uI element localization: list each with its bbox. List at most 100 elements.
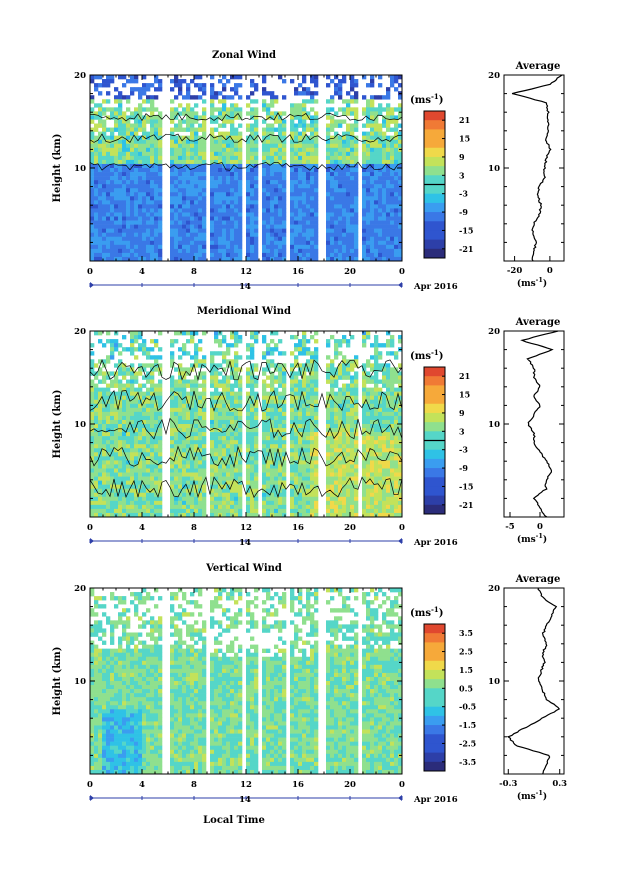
heatmap-cell [150, 115, 155, 120]
heatmap-cell [186, 399, 191, 405]
heatmap-cell [334, 452, 339, 457]
heatmap-cell [190, 204, 195, 209]
heatmap-cell [198, 256, 203, 262]
heatmap-cell [150, 432, 155, 437]
heatmap-cell [130, 419, 135, 425]
heatmap-cell [334, 432, 339, 437]
heatmap-cell [362, 424, 367, 429]
heatmap-cell [170, 359, 175, 364]
heatmap-cell [290, 440, 295, 445]
heatmap-cell [214, 391, 219, 396]
heatmap-cell [174, 107, 179, 112]
heatmap-cell [282, 159, 287, 165]
heatmap-cell [190, 220, 195, 225]
heatmap-cell [290, 212, 295, 217]
heatmap-cell [306, 351, 311, 356]
heatmap-cell [354, 232, 359, 238]
heatmap-cell [102, 224, 107, 229]
heatmap-cell [250, 432, 255, 437]
heatmap-cell [198, 232, 203, 238]
heatmap-cell [226, 176, 231, 181]
heatmap-cell [178, 216, 183, 221]
heatmap-cell [102, 375, 107, 380]
heatmap-cell [270, 244, 275, 250]
heatmap-cell [378, 159, 383, 165]
heatmap-cell [306, 123, 311, 128]
heatmap-cell [398, 244, 403, 250]
heatmap-cell [234, 343, 239, 348]
heatmap-cell [122, 411, 127, 417]
heatmap-cell [254, 212, 259, 217]
heatmap-cell [142, 151, 147, 157]
heatmap-cell [182, 256, 187, 262]
heatmap-cell [158, 184, 163, 189]
heatmap-cell [222, 236, 227, 242]
heatmap-cell [374, 216, 379, 221]
heatmap-cell [114, 192, 119, 197]
heatmap-cell [142, 351, 147, 356]
heatmap-cell [334, 411, 339, 417]
heatmap-cell [270, 139, 275, 145]
heatmap-cell [282, 468, 287, 473]
heatmap-cell [118, 472, 123, 477]
heatmap-cell [194, 103, 199, 108]
heatmap-cell [194, 192, 199, 197]
heatmap-cell [362, 184, 367, 189]
heatmap-cell [106, 208, 111, 213]
heatmap-cell [126, 200, 131, 205]
heatmap-cell [110, 172, 115, 177]
heatmap-cell [138, 444, 143, 449]
heatmap-cell [94, 224, 99, 229]
heatmap-cell [390, 460, 395, 465]
heatmap-cell [94, 452, 99, 457]
heatmap-cell [110, 436, 115, 441]
heatmap-cell [130, 448, 135, 453]
heatmap-cell [210, 220, 215, 225]
heatmap-cell [254, 407, 259, 413]
heatmap-cell [314, 359, 319, 364]
heatmap-cell [370, 208, 375, 213]
heatmap-cell [210, 224, 215, 229]
heatmap-cell [114, 232, 119, 238]
heatmap-cell [198, 359, 203, 364]
heatmap-cell [150, 395, 155, 401]
heatmap-cell [182, 139, 187, 145]
heatmap-cell [326, 143, 331, 149]
heatmap-cell [210, 452, 215, 457]
heatmap-cell [262, 87, 267, 92]
heatmap-cell [350, 236, 355, 242]
heatmap-cell [310, 192, 315, 197]
heatmap-cell [346, 224, 351, 229]
heatmap-cell [290, 139, 295, 145]
heatmap-cell [398, 147, 403, 153]
heatmap-cell [102, 99, 107, 104]
heatmap-cell [298, 135, 303, 140]
heatmap-cell [386, 151, 391, 157]
heatmap-cell [174, 428, 179, 433]
heatmap-cell [246, 432, 251, 437]
heatmap-cell [302, 176, 307, 181]
heatmap-cell [182, 224, 187, 229]
heatmap-cell [114, 240, 119, 246]
heatmap-cell [262, 75, 267, 80]
heatmap-cell [354, 111, 359, 116]
heatmap-cell [174, 147, 179, 153]
heatmap-cell [118, 464, 123, 469]
heatmap-cell [178, 252, 183, 258]
heatmap-cell [222, 228, 227, 233]
heatmap-cell [298, 371, 303, 376]
heatmap-cell [134, 163, 139, 169]
heatmap-cell [290, 147, 295, 153]
heatmap-cell [126, 240, 131, 246]
heatmap-cell [110, 200, 115, 205]
heatmap-cell [386, 387, 391, 392]
x-tick-label: 8 [191, 267, 197, 277]
heatmap-cell [178, 172, 183, 177]
heatmap-cell [394, 196, 399, 201]
heatmap-cell [398, 143, 403, 149]
heatmap-cell [142, 159, 147, 165]
heatmap-cell [170, 411, 175, 417]
heatmap-cell [278, 464, 283, 469]
heatmap-cell [298, 395, 303, 401]
heatmap-cell [130, 472, 135, 477]
